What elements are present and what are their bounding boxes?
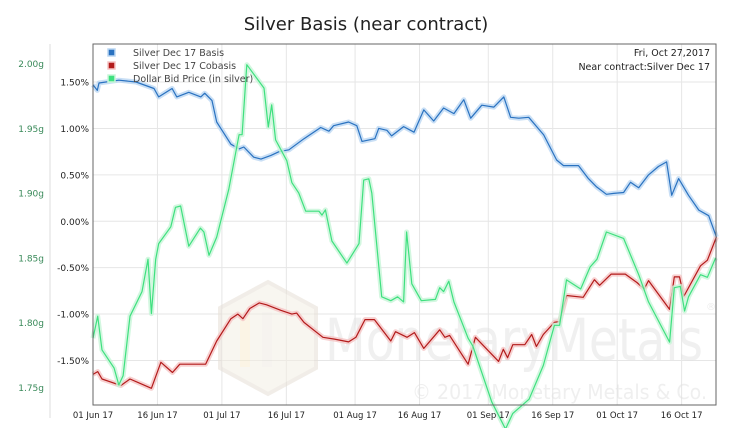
series-line-silver-dec-17-cobasis (92, 236, 717, 389)
legend: Silver Dec 17 Basis Silver Dec 17 Cobasis… (107, 48, 253, 85)
annotation-date: Fri, Oct 27,2017 (634, 48, 710, 59)
right-axis-labels: 2.00g 1.95g 1.90g 1.85g 1.80g 1.75g (18, 60, 44, 394)
x-tick-label: 16 Jul 17 (268, 411, 305, 421)
left-tick-label: 1.50% (60, 79, 89, 89)
series-line-dollar-bid-price-in-silver- (92, 64, 717, 430)
left-tick-label: -1.00% (57, 311, 89, 321)
x-tick-label: 01 Sep 17 (467, 411, 510, 421)
x-tick-label: 16 Jun 17 (137, 411, 177, 421)
watermark-copyright: © 2017 Monetary Metals & Co. (412, 380, 707, 404)
x-axis-labels: 01 Jun 17 16 Jun 17 01 Jul 17 16 Jul 17 01 A… (73, 411, 703, 421)
x-tick-label: 01 Aug 17 (333, 411, 377, 421)
chart-title: Silver Basis (near contract) (244, 14, 489, 35)
left-tick-label: -1.50% (57, 357, 89, 367)
x-tick-label: 01 Jun 17 (73, 411, 113, 421)
annotation-contract: Near contract:Silver Dec 17 (578, 62, 710, 73)
x-tick-label: 16 Oct 17 (661, 411, 703, 421)
left-axis-labels: 1.50% 1.00% 0.50% 0.00% -0.50% -1.00% -1.50% (57, 79, 89, 367)
legend-label: Silver Dec 17 Cobasis (133, 61, 236, 72)
x-tick-label: 01 Oct 17 (596, 411, 638, 421)
right-tick-label: 1.95g (18, 125, 44, 135)
x-tick-label: 16 Aug 17 (398, 411, 442, 421)
series-line-silver-dec-17-basis (92, 79, 717, 238)
right-tick-label: 1.80g (18, 319, 44, 329)
right-tick-label: 1.75g (18, 384, 44, 394)
right-tick-label: 2.00g (18, 60, 44, 70)
left-tick-label: 1.00% (60, 125, 89, 135)
legend-swatch (107, 48, 116, 57)
x-tick-label: 16 Sep 17 (531, 411, 574, 421)
legend-label: Dollar Bid Price (in silver) (133, 74, 253, 85)
legend-swatch (107, 74, 116, 83)
watermark: MonetaryMetals ® © 2017 Monetary Metals … (218, 279, 716, 404)
series-lines (90, 62, 719, 432)
plot-frame (92, 43, 717, 406)
watermark-brand: MonetaryMetals (325, 306, 703, 374)
watermark-logo-bar (240, 312, 250, 367)
left-tick-label: -0.50% (57, 264, 89, 274)
series-glow-0 (91, 77, 719, 238)
x-tick-label: 01 Jul 17 (203, 411, 240, 421)
right-tick-label: 1.90g (18, 190, 44, 200)
watermark-registered: ® (706, 302, 716, 313)
legend-swatch (107, 61, 116, 70)
left-tick-label: 0.00% (60, 218, 89, 228)
watermark-logo-bar (262, 312, 272, 367)
left-tick-label: 0.50% (60, 171, 89, 181)
legend-label: Silver Dec 17 Basis (133, 48, 224, 59)
right-tick-label: 1.85g (18, 254, 44, 264)
